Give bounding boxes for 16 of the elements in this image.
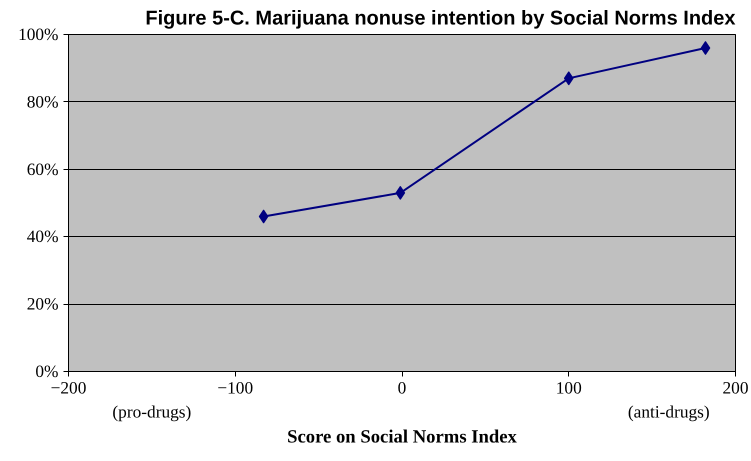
y-tick-label: 80% — [26, 92, 59, 112]
chart-title: Figure 5-C. Marijuana nonuse intention by Social Norms Index — [145, 8, 736, 30]
y-tick-label: 100% — [18, 25, 59, 44]
x-tick-label: 100 — [556, 378, 582, 398]
y-tick-label: 40% — [26, 227, 59, 246]
text: (pro-drugs) — [112, 402, 192, 422]
text: (anti-drugs) — [628, 402, 710, 422]
y-tick-label: 60% — [26, 160, 59, 179]
point — [564, 71, 574, 86]
x-tick-label: 200 — [722, 378, 749, 398]
y-tick-label: 0% — [35, 362, 59, 381]
y-tick-label: 20% — [26, 294, 59, 314]
x-axis-title: Score on Social Norms Index — [287, 426, 518, 448]
x-tick-label: 0 — [398, 378, 406, 398]
x-tick-label: −100 — [217, 378, 254, 398]
x-tick-label: −200 — [50, 378, 86, 398]
